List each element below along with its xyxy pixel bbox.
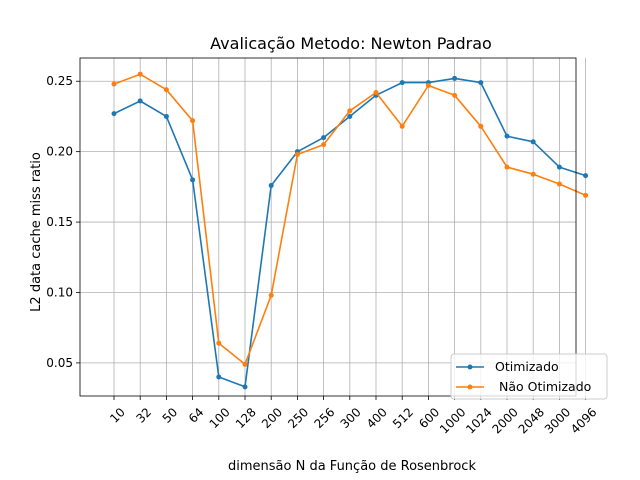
legend-marker	[467, 364, 473, 370]
data-point	[556, 181, 562, 187]
data-point	[137, 98, 143, 104]
data-point	[452, 92, 458, 98]
data-point	[583, 173, 589, 179]
y-tick-label: 0.05	[46, 356, 73, 370]
data-point	[321, 135, 327, 141]
y-tick-label: 0.20	[46, 145, 73, 159]
data-point	[399, 123, 405, 129]
plot-frame	[79, 57, 577, 397]
data-point	[268, 182, 274, 188]
data-point	[163, 87, 169, 93]
legend: Otimizado Não Otimizado	[450, 353, 608, 400]
data-point	[111, 81, 117, 87]
data-point	[399, 80, 405, 86]
data-point	[373, 90, 379, 96]
data-point	[111, 111, 117, 117]
series-layer	[111, 71, 589, 390]
chart-title: Avalicação Metodo: Newton Padrao	[210, 34, 492, 53]
data-point	[242, 384, 248, 390]
y-tick-label: 0.15	[46, 215, 73, 229]
grid	[80, 58, 586, 396]
data-point	[530, 171, 536, 177]
y-axis-label: L2 data cache miss ratio	[29, 152, 44, 312]
data-point	[504, 133, 510, 139]
data-point	[137, 71, 143, 77]
data-point	[216, 340, 222, 346]
data-point	[347, 113, 353, 119]
data-point	[321, 142, 327, 148]
data-point	[216, 374, 222, 380]
x-axis-label: dimensão N da Função de Rosenbrock	[228, 459, 476, 474]
y-axis-ticks: 0.05 0.10 0.15 0.20 0.25	[46, 74, 80, 370]
y-tick-label: 0.10	[46, 285, 73, 299]
legend-label: Não Otimizado	[495, 379, 591, 394]
y-tick-label: 0.25	[46, 74, 73, 88]
data-point	[478, 80, 484, 86]
legend-box	[450, 353, 608, 400]
legend-marker	[467, 384, 473, 390]
data-point	[583, 192, 589, 198]
data-point	[425, 82, 431, 88]
legend-label: Otimizado	[495, 359, 559, 374]
data-point	[163, 113, 169, 119]
data-point	[268, 292, 274, 298]
data-point	[294, 151, 300, 157]
data-point	[190, 118, 196, 124]
data-point	[556, 164, 562, 170]
data-point	[478, 123, 484, 129]
data-point	[504, 164, 510, 170]
data-point	[242, 361, 248, 367]
data-point	[530, 139, 536, 145]
data-point	[347, 108, 353, 114]
data-point	[452, 75, 458, 81]
data-point	[190, 177, 196, 183]
